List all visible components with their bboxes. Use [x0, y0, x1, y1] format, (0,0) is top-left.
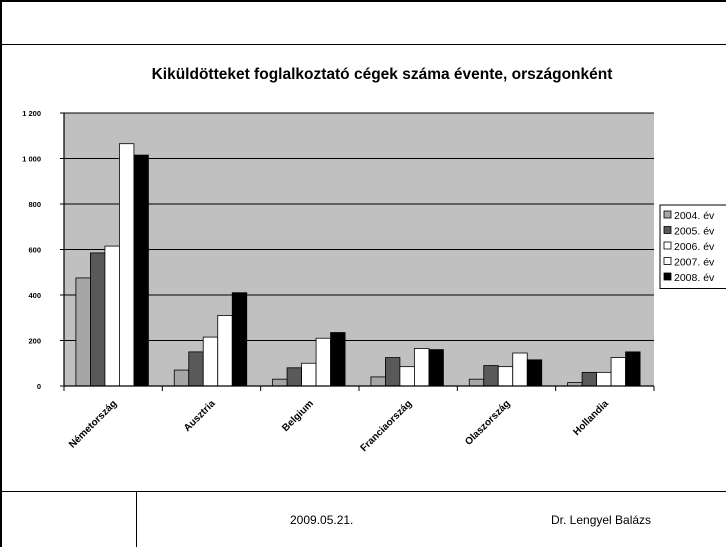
bar [286, 367, 302, 387]
bar [330, 332, 346, 387]
bar [385, 357, 401, 387]
legend-label: 2004. év [674, 210, 715, 222]
bar [315, 337, 331, 387]
bar [90, 252, 106, 387]
footer-column-divider [136, 491, 137, 547]
legend-label: 2007. év [674, 257, 715, 269]
legend-swatch [663, 210, 672, 219]
bar [625, 351, 641, 387]
bar [173, 369, 190, 387]
bar [610, 357, 626, 387]
bar [217, 315, 233, 387]
bar [75, 277, 91, 387]
header-divider [0, 44, 726, 45]
bar-series-group [75, 143, 641, 387]
x-tick-label: Franciaország [359, 398, 415, 454]
bar [399, 366, 415, 387]
bar-chart: Kiküldötteket foglalkoztató cégek száma … [22, 66, 726, 454]
bar [428, 349, 444, 387]
bar [483, 365, 499, 387]
footer-divider [0, 491, 726, 492]
legend-label: 2006. év [674, 241, 715, 253]
bar [526, 359, 543, 387]
bar [497, 366, 514, 387]
gridlines [64, 112, 654, 341]
legend: 2004. év 2005. év 2006. év 2007. év 2008. év [659, 204, 726, 289]
x-tick-label: Hollandia [571, 398, 611, 438]
y-tick-label: 0 [37, 382, 41, 391]
legend-swatch [663, 257, 672, 265]
legend-swatch [663, 226, 672, 234]
bar [231, 292, 248, 387]
x-tick-label: Németország [67, 398, 119, 450]
bar [301, 362, 317, 387]
y-tick-label: 1 000 [22, 155, 41, 164]
x-tick-labels: Németország Ausztria Belgium Franciaország O… [67, 398, 611, 454]
y-tick-label: 600 [28, 246, 41, 255]
x-tick-label: Olaszország [463, 398, 512, 447]
legend-swatch [663, 241, 672, 250]
y-tick-label: 400 [28, 291, 41, 300]
y-tick-labels: 0 200 400 600 800 1 000 1 200 [22, 109, 41, 391]
bar [119, 143, 135, 387]
chart-title: Kiküldötteket foglalkoztató cégek száma … [152, 66, 613, 83]
bar [596, 371, 612, 387]
bar [370, 376, 386, 387]
bar [133, 154, 149, 387]
legend-swatch [663, 272, 672, 281]
footer-date: 2009.05.21. [290, 513, 354, 527]
bar [414, 348, 430, 387]
bar [468, 378, 485, 387]
y-tick-label: 800 [28, 200, 41, 209]
axes [60, 112, 655, 391]
bar [272, 378, 288, 387]
footer-author: Dr. Lengyel Balázs [551, 513, 652, 527]
slide-top-border [0, 0, 726, 2]
y-tick-label: 200 [28, 337, 41, 346]
slide-left-border [0, 0, 2, 547]
legend-label: 2008. év [674, 272, 715, 284]
y-tick-label: 1 200 [22, 109, 41, 118]
bar [104, 245, 120, 387]
bar [202, 336, 219, 387]
bar [512, 352, 528, 387]
x-tick-label: Belgium [280, 398, 316, 434]
x-tick-label: Ausztria [182, 398, 218, 434]
bar [581, 371, 597, 387]
bar [188, 351, 204, 387]
legend-label: 2005. év [674, 226, 715, 238]
